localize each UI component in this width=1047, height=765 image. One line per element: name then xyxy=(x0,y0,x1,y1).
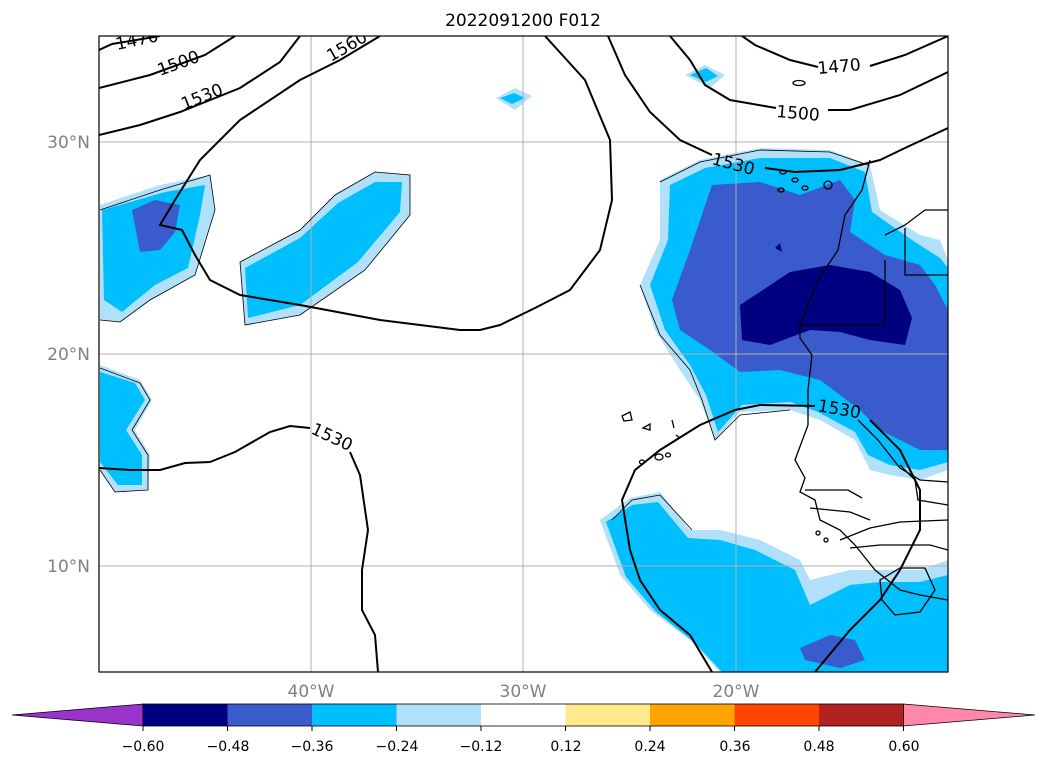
colorbar-label: −0.60 xyxy=(122,739,165,755)
contour-1530-se xyxy=(620,403,816,672)
contour-1530-ne-b xyxy=(607,36,713,156)
colorbar-cell xyxy=(396,704,482,726)
colorbar: −0.60 −0.48 −0.36 −0.24 −0.12 0.12 0.24 … xyxy=(11,703,1036,755)
colorbar-cell xyxy=(143,704,228,726)
colorbar-extend-high xyxy=(903,703,1036,727)
contour-1470-nw xyxy=(99,36,161,51)
colorbar-extend-low xyxy=(11,703,144,727)
colorbar-cells xyxy=(11,703,1036,727)
contour-1560 xyxy=(158,36,614,331)
fill-outlines xyxy=(99,149,869,531)
colorbar-label: −0.36 xyxy=(291,739,334,755)
colorbar-cell xyxy=(481,704,566,726)
colorbar-label: −0.48 xyxy=(207,739,250,755)
colorbar-label: 0.48 xyxy=(803,739,834,755)
contour-1500-nw xyxy=(99,36,236,89)
colorbar-label: 0.12 xyxy=(550,739,581,755)
colorbar-labels: −0.60 −0.48 −0.36 −0.24 −0.12 0.12 0.24 … xyxy=(122,739,920,755)
contour-1530-sw xyxy=(99,424,311,471)
lat-label-30n: 30°N xyxy=(47,133,90,153)
lat-labels: 30°N 20°N 10°N xyxy=(47,133,90,577)
colorbar-label: 0.60 xyxy=(888,739,919,755)
contour-1500-ne-b xyxy=(669,36,777,109)
contour-1530-ne xyxy=(764,127,948,174)
gridlines xyxy=(99,36,948,672)
map-frame xyxy=(98,35,949,673)
colorbar-cell xyxy=(819,704,904,726)
lat-label-20n: 20°N xyxy=(47,345,90,365)
contour-label-1470-ne: 1470 xyxy=(817,55,862,79)
height-contours xyxy=(99,36,948,672)
colorbar-label: −0.12 xyxy=(460,739,503,755)
lon-label-20w: 20°W xyxy=(713,682,760,702)
contour-1530-nw xyxy=(99,36,301,136)
colorbar-cell xyxy=(565,704,651,726)
contour-label-1500-ne: 1500 xyxy=(776,102,821,126)
lat-label-10n: 10°N xyxy=(47,557,90,577)
colorbar-label: −0.24 xyxy=(376,739,419,755)
coastlines xyxy=(621,79,948,616)
contour-1500-ne xyxy=(828,71,948,111)
colorbar-label: 0.24 xyxy=(634,739,665,755)
lon-label-30w: 30°W xyxy=(500,682,547,702)
contour-1470-ne-b xyxy=(741,36,819,68)
contour-1530-se-b xyxy=(814,419,921,672)
figure-title: 2022091200 F012 xyxy=(445,11,601,31)
contour-1470-ne xyxy=(869,36,948,67)
map-area: 1470 1500 1530 1560 1470 1500 1530 1530 … xyxy=(99,36,948,672)
contour-1530-sw-b xyxy=(349,451,379,672)
colorbar-label: 0.36 xyxy=(719,739,750,755)
colorbar-outline xyxy=(142,703,904,727)
colorbar-cell xyxy=(650,704,735,726)
colorbar-cell xyxy=(734,704,820,726)
colorbar-cell xyxy=(312,704,397,726)
colorbar-ticks xyxy=(142,726,904,731)
lon-labels: 40°W 30°W 20°W xyxy=(288,682,760,702)
colorbar-cell xyxy=(227,704,313,726)
lon-label-40w: 40°W xyxy=(288,682,335,702)
